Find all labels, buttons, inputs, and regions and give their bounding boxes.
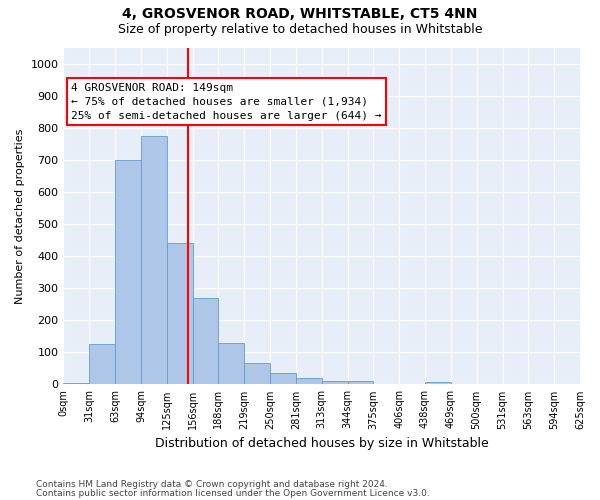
Bar xyxy=(347,381,373,384)
Bar xyxy=(193,298,218,384)
Bar xyxy=(244,362,270,384)
Bar xyxy=(89,344,115,385)
X-axis label: Distribution of detached houses by size in Whitstable: Distribution of detached houses by size … xyxy=(155,437,488,450)
Text: 4 GROSVENOR ROAD: 149sqm
← 75% of detached houses are smaller (1,934)
25% of sem: 4 GROSVENOR ROAD: 149sqm ← 75% of detach… xyxy=(71,83,382,121)
Bar xyxy=(425,382,451,384)
Bar xyxy=(322,381,347,384)
Bar xyxy=(270,373,296,384)
Text: 4, GROSVENOR ROAD, WHITSTABLE, CT5 4NN: 4, GROSVENOR ROAD, WHITSTABLE, CT5 4NN xyxy=(122,8,478,22)
Bar xyxy=(218,342,244,384)
Y-axis label: Number of detached properties: Number of detached properties xyxy=(15,128,25,304)
Bar xyxy=(296,378,322,384)
Text: Contains public sector information licensed under the Open Government Licence v3: Contains public sector information licen… xyxy=(36,489,430,498)
Bar xyxy=(167,243,193,384)
Text: Size of property relative to detached houses in Whitstable: Size of property relative to detached ho… xyxy=(118,22,482,36)
Bar xyxy=(64,383,89,384)
Bar xyxy=(141,136,167,384)
Bar xyxy=(115,160,141,384)
Text: Contains HM Land Registry data © Crown copyright and database right 2024.: Contains HM Land Registry data © Crown c… xyxy=(36,480,388,489)
